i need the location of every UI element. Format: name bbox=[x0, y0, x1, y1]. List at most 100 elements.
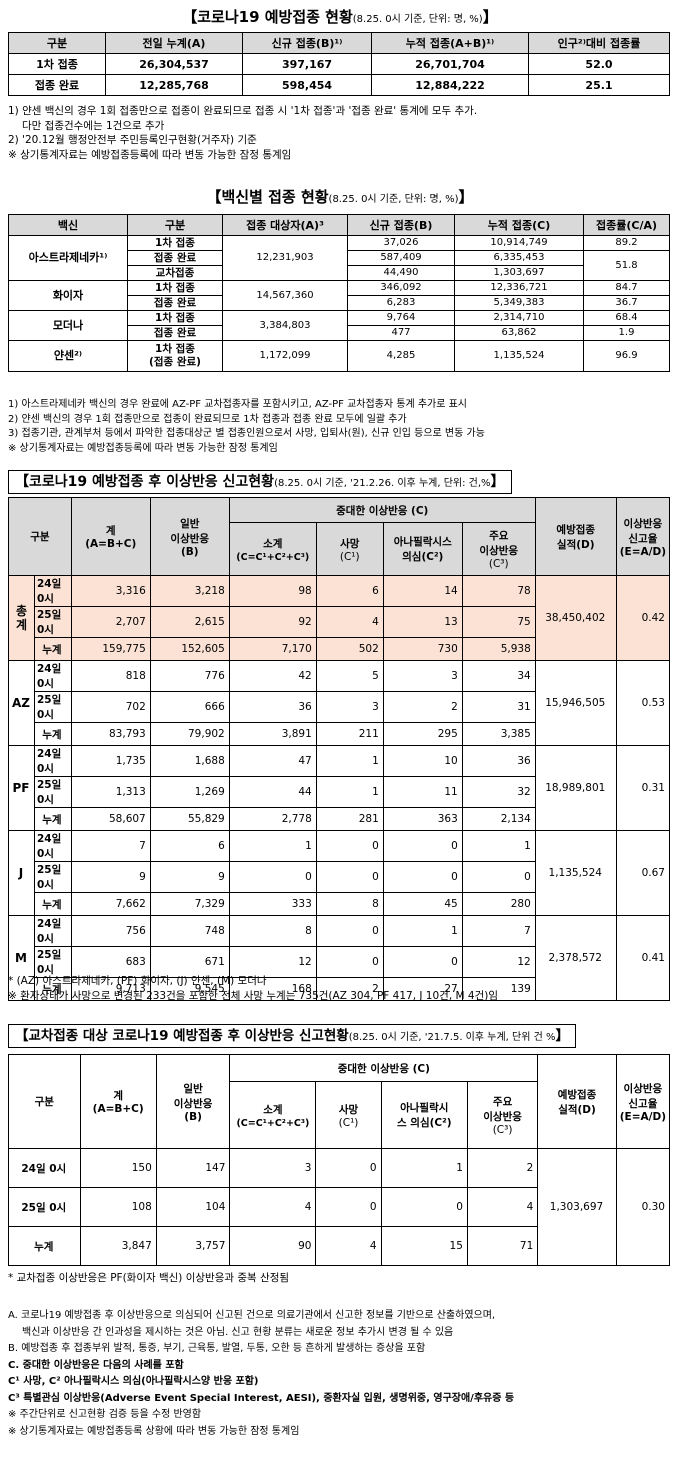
cell: 3,385 bbox=[461, 722, 536, 746]
table-row: 누계 3,847 3,757 90 4 15 71 bbox=[8, 1226, 670, 1266]
note-line: 2) '20.12월 행정안전부 주민등록인구현황(거주자) 기준 bbox=[8, 134, 257, 146]
row-label: 누계 bbox=[34, 637, 72, 661]
row-label: 25일 0시 bbox=[34, 776, 72, 808]
cell: 1,688 bbox=[149, 745, 230, 777]
cell: 3 bbox=[382, 660, 463, 692]
cell: 0 bbox=[380, 1187, 468, 1227]
table-row: PF 24일 0시 1,735 1,688 47 1 10 36 18,989,801 0.31 bbox=[8, 745, 671, 831]
notes-section-1: 1) 얀센 백신의 경우 1회 접종만으로 접종이 완료되므로 접종 시 '1차… bbox=[8, 104, 477, 162]
performance-cell: 15,946,505 bbox=[534, 660, 617, 746]
cell: 1 bbox=[382, 915, 463, 947]
cell: 397,167 bbox=[242, 53, 372, 75]
row-label: 접종 완료 bbox=[8, 74, 106, 96]
cell: 3 bbox=[229, 1148, 317, 1188]
section-title-adverse-reactions: 【코로나19 예방접종 후 이상반응 신고현황(8.25. 0시 기준, '21… bbox=[8, 470, 512, 494]
cell: 0 bbox=[315, 861, 384, 893]
col-header: 구분 bbox=[8, 497, 72, 576]
row-label: 24일 0시 bbox=[34, 830, 72, 862]
row-label: 1차 접종 bbox=[127, 280, 223, 296]
cell: 1,735 bbox=[70, 745, 151, 777]
cell: 75 bbox=[461, 606, 536, 638]
table-header-row: 구분 계 (A=B+C) 일반 이상반응 (B) 중대한 이상반응 (C) 예방접종 실… bbox=[8, 497, 671, 576]
row-label: 25일 0시 bbox=[8, 1187, 81, 1227]
group-label: 총계 bbox=[8, 575, 35, 661]
cell: 89.2 bbox=[583, 235, 670, 251]
cell: 6,283 bbox=[347, 295, 455, 311]
cell: 666 bbox=[149, 691, 230, 723]
cell: 90 bbox=[229, 1226, 317, 1266]
cross-vaccination-table: 구분 계 (A=B+C) 일반 이상반응 (B) 중대한 이상반응 (C) 예방접종 실… bbox=[8, 1054, 671, 1266]
cell: 8 bbox=[228, 915, 317, 947]
cell: 2 bbox=[466, 1148, 539, 1188]
row-label: 24일 0시 bbox=[34, 915, 72, 947]
col-header: 중대한 이상반응 (C) bbox=[228, 497, 536, 523]
col-header: 중대한 이상반응 (C) bbox=[229, 1054, 539, 1082]
cell: 9 bbox=[70, 861, 151, 893]
cell: 4,285 bbox=[347, 340, 455, 372]
note-line: * (AZ) 아스트라제네카, (PF) 화이자, (J) 얀센, (M) 모더… bbox=[8, 975, 267, 987]
cell: 3,316 bbox=[70, 575, 151, 607]
performance-cell: 1,303,697 bbox=[537, 1148, 617, 1266]
cell: 1 bbox=[228, 830, 317, 862]
cell: 5,349,383 bbox=[454, 295, 584, 311]
cell: 0 bbox=[315, 946, 384, 978]
cell: 63,862 bbox=[454, 325, 584, 341]
notes-section-2: 1) 아스트라제네카 백신의 경우 완료에 AZ-PF 교차접종자를 포함시키고… bbox=[8, 398, 485, 456]
table-row: 누계 7,662 7,329 333 8 45 280 bbox=[9, 892, 670, 916]
cell: 98 bbox=[228, 575, 317, 607]
cell: 13 bbox=[382, 606, 463, 638]
cell: 7,662 bbox=[70, 892, 151, 916]
cell: 1,303,697 bbox=[454, 265, 584, 281]
cell: 776 bbox=[149, 660, 230, 692]
cell: 44,490 bbox=[347, 265, 455, 281]
cell: 14 bbox=[382, 575, 463, 607]
performance-cell: 18,989,801 bbox=[534, 745, 617, 831]
note-line: ※ 환자상태가 사망으로 변경된 233건을 포함한 전체 사망 누계는 735… bbox=[8, 989, 498, 1002]
cell: 84.7 bbox=[583, 280, 670, 296]
cell: 12,336,721 bbox=[454, 280, 584, 296]
vaccine-name: 모더나 bbox=[8, 310, 128, 341]
table-header-row: 백신 구분 접종 대상자(A)³ 신규 접종(B) 누적 접종(C) 접종률(C… bbox=[8, 214, 670, 236]
cell: 730 bbox=[382, 637, 463, 661]
cell: 702 bbox=[70, 691, 151, 723]
cell: 211 bbox=[315, 722, 384, 746]
cell: 92 bbox=[228, 606, 317, 638]
row-label: 1차 접종 bbox=[127, 310, 223, 326]
cell: 36.7 bbox=[583, 295, 670, 311]
row-label: 24일 0시 bbox=[34, 660, 72, 692]
cell: 0 bbox=[315, 830, 384, 862]
row-label: 접종 완료 bbox=[127, 250, 223, 266]
cell: 1.9 bbox=[583, 325, 670, 341]
vaccine-name: 아스트라제네카¹⁾ bbox=[8, 235, 128, 281]
note-line: C³ 특별관심 이상반응(Adverse Event Special Inter… bbox=[8, 1392, 515, 1404]
row-label: 1차 접종 bbox=[127, 235, 223, 251]
cell: 280 bbox=[461, 892, 536, 916]
cell: 1 bbox=[315, 776, 384, 808]
cell: 4 bbox=[315, 1226, 382, 1266]
cell: 671 bbox=[149, 946, 230, 978]
table-row: 25일 0시 9 9 0 0 0 0 bbox=[9, 861, 670, 893]
col-header: 백신 bbox=[8, 214, 128, 236]
cell: 51.8 bbox=[583, 250, 670, 281]
performance-cell: 1,135,524 bbox=[534, 830, 617, 916]
cell: 7,170 bbox=[228, 637, 317, 661]
cell: 295 bbox=[382, 722, 463, 746]
cell: 1 bbox=[461, 830, 536, 862]
cell: 31 bbox=[461, 691, 536, 723]
cell: 2,314,710 bbox=[454, 310, 584, 326]
col-header: 접종률(C/A) bbox=[583, 214, 670, 236]
cell: 281 bbox=[315, 807, 384, 831]
cell: 34 bbox=[461, 660, 536, 692]
cell: 346,092 bbox=[347, 280, 455, 296]
cell: 0 bbox=[382, 830, 463, 862]
cell: 2 bbox=[382, 691, 463, 723]
cell: 9,545 bbox=[149, 977, 230, 1001]
col-header: 구분 bbox=[127, 214, 223, 236]
rate-cell: 0.31 bbox=[615, 745, 671, 831]
cell: 0 bbox=[228, 861, 317, 893]
table-row: AZ 24일 0시 818 776 42 5 3 34 15,946,505 0.53 bbox=[8, 660, 671, 746]
table-row: 1차 접종 26,304,537 397,167 26,701,704 52.0 bbox=[8, 53, 670, 75]
cell: 748 bbox=[149, 915, 230, 947]
performance-cell: 38,450,402 bbox=[534, 575, 617, 661]
cell: 71 bbox=[466, 1226, 539, 1266]
